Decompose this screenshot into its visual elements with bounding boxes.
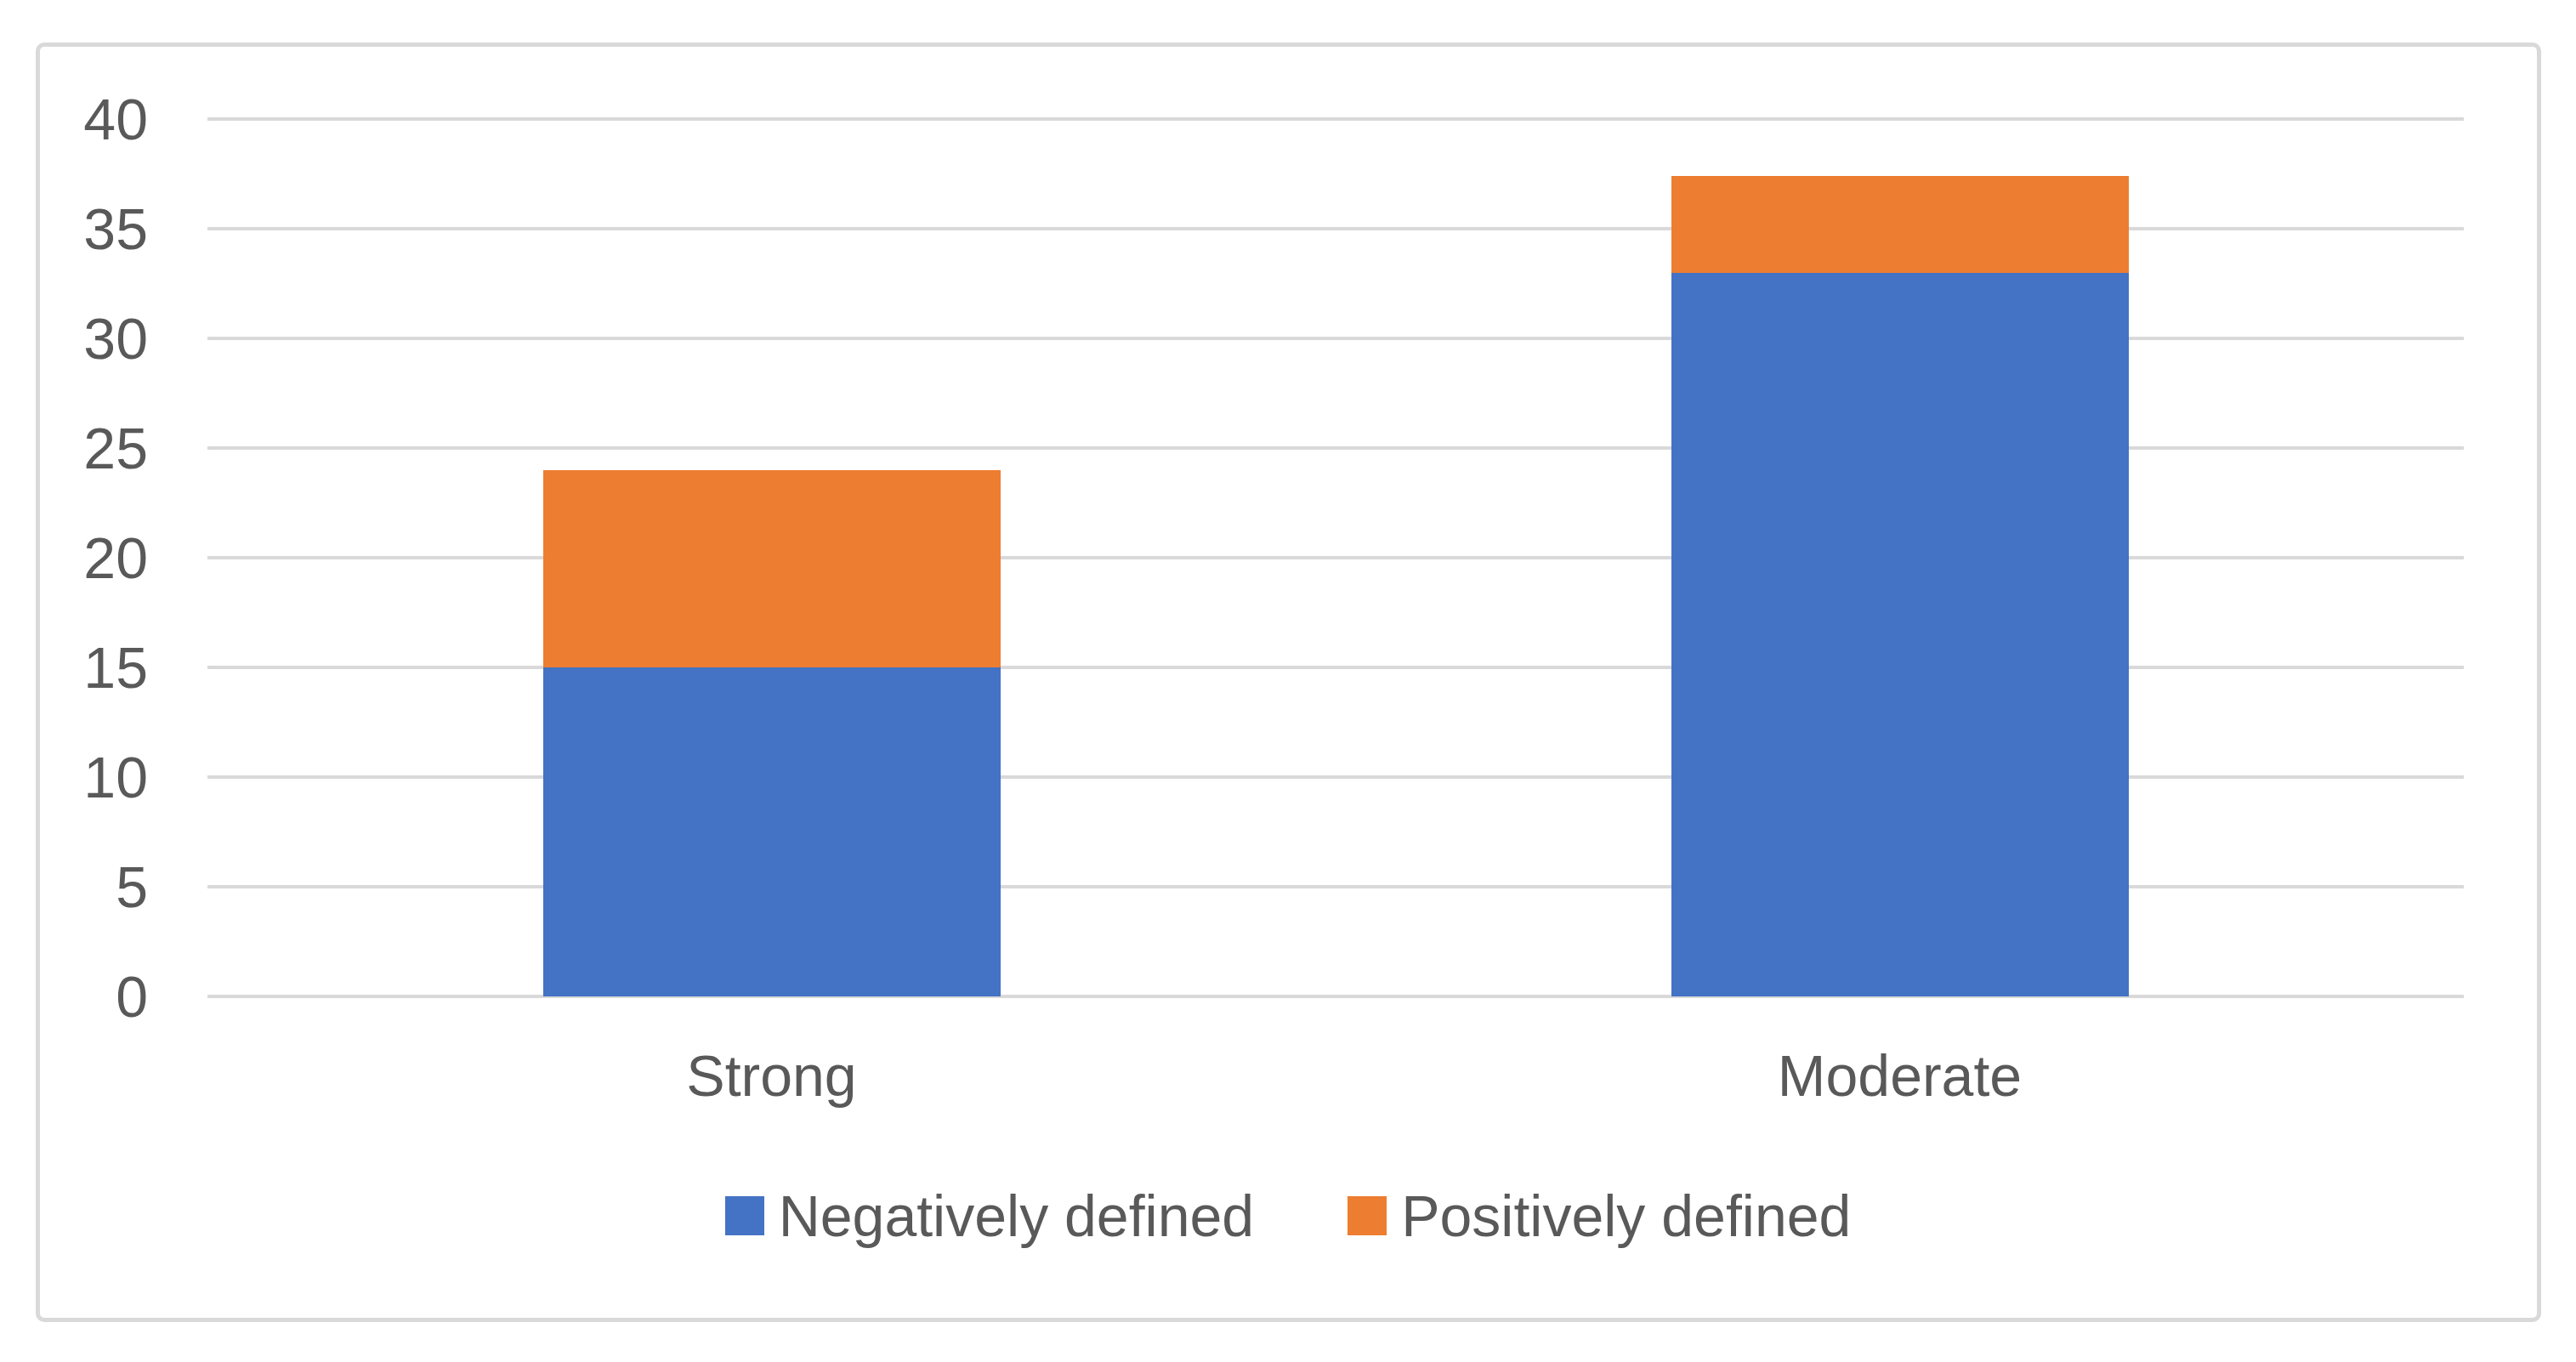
legend-item-negatively-defined: Negatively defined: [725, 1187, 1254, 1245]
legend-item-positively-defined: Positively defined: [1348, 1187, 1851, 1245]
x-category-label-moderate: Moderate: [1645, 1047, 2155, 1104]
y-tick-label-0: 0: [34, 968, 148, 1025]
y-tick-label-25: 25: [34, 419, 148, 477]
y-tick-label-40: 40: [34, 90, 148, 148]
chart-figure: 0 5 10 15 20 25 30 35 40 Strong Moderate Negative…: [0, 0, 2576, 1362]
plot-area: [207, 119, 2464, 996]
legend-swatch-negatively-defined-icon: [725, 1196, 764, 1235]
x-category-label-strong: Strong: [517, 1047, 1027, 1104]
y-tick-label-20: 20: [34, 529, 148, 587]
legend-swatch-positively-defined-icon: [1348, 1196, 1387, 1235]
y-tick-label-15: 15: [34, 638, 148, 696]
legend-label-positively-defined: Positively defined: [1401, 1187, 1851, 1245]
y-tick-label-5: 5: [34, 858, 148, 916]
bar-segment-moderate-negatively-defined: [1671, 273, 2129, 996]
legend: Negatively defined Positively defined: [0, 1189, 2576, 1243]
y-tick-label-30: 30: [34, 309, 148, 367]
y-tick-label-10: 10: [34, 748, 148, 806]
bar-segment-moderate-positively-defined: [1671, 176, 2129, 273]
legend-label-negatively-defined: Negatively defined: [779, 1187, 1254, 1245]
gridline-40: [207, 117, 2464, 121]
y-tick-label-35: 35: [34, 200, 148, 258]
bar-segment-strong-negatively-defined: [543, 667, 1001, 996]
bar-segment-strong-positively-defined: [543, 470, 1001, 667]
